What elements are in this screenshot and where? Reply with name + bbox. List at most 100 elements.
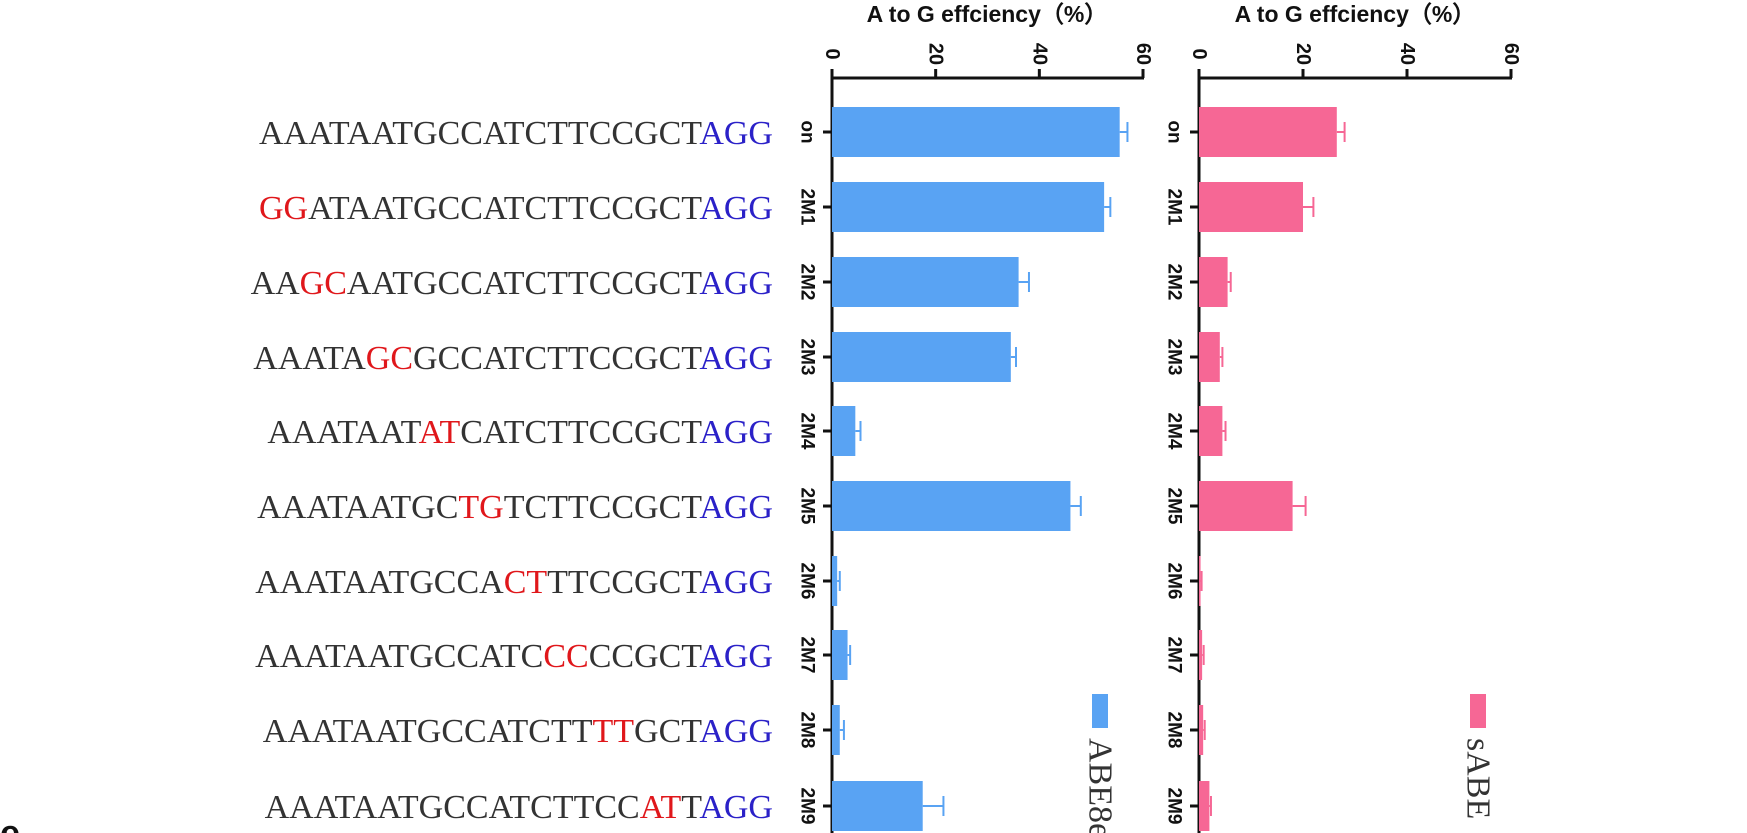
category-label-2m1: 2M1 xyxy=(1164,189,1185,226)
mismatch-bases: TG xyxy=(458,489,503,526)
sequence-bases: AAATAATGCCATCTTCCGCT xyxy=(259,115,702,152)
sequence-bases: CCGCT xyxy=(589,638,703,675)
sequence-bases: AAATAAT xyxy=(267,414,421,451)
category-label-2m8: 2M8 xyxy=(1164,712,1185,749)
pam-bases: AGG xyxy=(699,340,773,377)
x-tick-label: 20 xyxy=(1292,43,1314,65)
category-label-2m5: 2M5 xyxy=(1164,488,1185,525)
sequence-label-2m9: AAATAATGCCATCTTCCATTAGG xyxy=(265,789,773,826)
sequence-bases: TCTTCCGCT xyxy=(504,489,703,526)
pam-bases: AGG xyxy=(699,489,773,526)
category-label-2m2: 2M2 xyxy=(797,264,818,301)
category-label-on: on xyxy=(1164,120,1185,143)
bar-2m4 xyxy=(832,406,856,456)
sequence-bases: AAATAATGCCATC xyxy=(255,638,543,675)
category-label-2m9: 2M9 xyxy=(797,788,818,825)
sequence-bases: AAATA xyxy=(253,340,366,377)
sequence-bases: TTCCGCT xyxy=(547,564,702,601)
sequence-bases: ATAATGCCATCTTCCGCT xyxy=(308,190,702,227)
bar-on xyxy=(832,107,1120,157)
pam-bases: AGG xyxy=(699,115,773,152)
sequence-label-2m7: AAATAATGCCATCCCCCGCTAGG xyxy=(255,638,773,675)
sequence-label-2m8: AAATAATGCCATCTTTTGCTAGG xyxy=(263,713,773,750)
sequence-label-2m3: AAATAGCGCCATCTTCCGCTAGG xyxy=(253,340,773,377)
pam-bases: AGG xyxy=(699,713,773,750)
bar-2m8 xyxy=(832,705,840,755)
sequence-label-2m1: GGATAATGCCATCTTCCGCTAGG xyxy=(259,190,773,227)
category-label-2m3: 2M3 xyxy=(1164,339,1185,376)
sequence-label-2m2: AAGCAATGCCATCTTCCGCTAGG xyxy=(251,265,773,302)
chart-panel-abe8e: A to G effciency（%） 0 20 40 60 on 2M1 2M2 2M3 2M4… xyxy=(797,1,1154,833)
bar-2m5 xyxy=(832,481,1071,531)
legend-label: ABE8e xyxy=(1082,738,1119,833)
bar-2m6 xyxy=(1199,556,1201,606)
mismatch-bases: AT xyxy=(640,789,682,826)
category-label-2m8: 2M8 xyxy=(797,712,818,749)
category-label-2m9: 2M9 xyxy=(1164,788,1185,825)
x-axis-title: A to G effciency（%） xyxy=(867,1,1108,27)
sequence-label-2m4: AAATAATATCATCTTCCGCTAGG xyxy=(267,414,773,451)
category-label-2m7: 2M7 xyxy=(797,637,818,674)
x-tick-label: 0 xyxy=(821,48,843,59)
sequence-bases: AAATAATGCCATCTTCC xyxy=(265,789,640,826)
bar-2m9 xyxy=(832,781,923,831)
bar-2m7 xyxy=(832,630,848,680)
bar-2m3 xyxy=(1199,332,1220,382)
category-label-2m6: 2M6 xyxy=(1164,563,1185,600)
category-label-2m6: 2M6 xyxy=(797,563,818,600)
pam-bases: AGG xyxy=(699,414,773,451)
category-label-on: on xyxy=(797,120,818,143)
bar-2m4 xyxy=(1199,406,1223,456)
x-tick-label: 20 xyxy=(925,43,947,65)
chart-panel-sabe: A to G effciency（%） 0 20 40 60 on 2M1 2M2 2M3 2M4… xyxy=(1164,1,1522,833)
legend-label: sABE xyxy=(1460,738,1497,819)
sequence-label-2m5: AAATAATGCTGTCTTCCGCTAGG xyxy=(257,489,773,526)
mismatch-bases: GG xyxy=(259,190,308,227)
sequence-labels: AAATAATGCCATCTTCCGCTAGGGGATAATGCCATCTTCC… xyxy=(251,115,773,826)
sequence-bases: AAATAATGCCA xyxy=(255,564,504,601)
x-axis-title: A to G effciency（%） xyxy=(1235,1,1476,27)
bar-2m8 xyxy=(1199,705,1204,755)
mismatch-bases: GC xyxy=(366,340,413,377)
sequence-bases: GCCATCTTCCGCT xyxy=(413,340,702,377)
bar-2m7 xyxy=(1199,630,1203,680)
category-label-2m7: 2M7 xyxy=(1164,637,1185,674)
bar-2m5 xyxy=(1199,481,1293,531)
sequence-label-2m6: AAATAATGCCACTTTCCGCTAGG xyxy=(255,564,773,601)
bar-2m9 xyxy=(1199,781,1210,831)
bar-2m2 xyxy=(1199,257,1228,307)
sequence-bases: AA xyxy=(251,265,301,302)
bar-2m3 xyxy=(832,332,1011,382)
mismatch-bases: AT xyxy=(419,414,461,451)
x-tick-label: 60 xyxy=(1132,43,1154,65)
mismatch-bases: CT xyxy=(504,564,548,601)
category-label-2m2: 2M2 xyxy=(1164,264,1185,301)
category-label-2m3: 2M3 xyxy=(797,339,818,376)
x-tick-label: 40 xyxy=(1028,43,1050,65)
legend-swatch xyxy=(1470,694,1486,728)
pam-bases: AGG xyxy=(699,190,773,227)
sequence-bases: T xyxy=(681,789,702,826)
category-label-2m4: 2M4 xyxy=(797,413,818,450)
bar-2m6 xyxy=(832,556,838,606)
pam-bases: AGG xyxy=(699,638,773,675)
category-label-2m1: 2M1 xyxy=(797,189,818,226)
pam-bases: AGG xyxy=(699,265,773,302)
sequence-label-on: AAATAATGCCATCTTCCGCTAGG xyxy=(259,115,773,152)
category-label-2m5: 2M5 xyxy=(797,488,818,525)
x-tick-label: 0 xyxy=(1188,48,1210,59)
pam-bases: AGG xyxy=(699,564,773,601)
mismatch-bases: CC xyxy=(543,638,588,675)
panel-letter: e xyxy=(0,812,20,833)
sequence-bases: AATGCCATCTTCCGCT xyxy=(347,265,702,302)
sequence-bases: CATCTTCCGCT xyxy=(460,414,702,451)
bar-2m2 xyxy=(832,257,1019,307)
bar-2m1 xyxy=(1199,182,1303,232)
sequence-bases: GCT xyxy=(634,713,702,750)
pam-bases: AGG xyxy=(699,789,773,826)
sequence-bases: AAATAATGC xyxy=(257,489,458,526)
x-tick-label: 60 xyxy=(1500,43,1522,65)
bar-on xyxy=(1199,107,1337,157)
category-label-2m4: 2M4 xyxy=(1164,413,1185,450)
